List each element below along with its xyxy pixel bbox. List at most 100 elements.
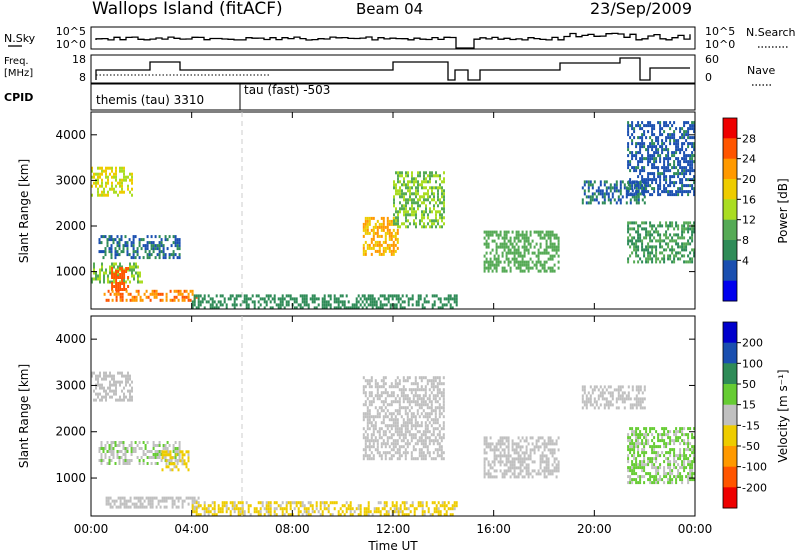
range-gate-cell <box>372 231 375 235</box>
range-gate-cell <box>635 192 638 196</box>
range-gate-cell <box>665 451 668 455</box>
range-gate-cell <box>100 459 103 462</box>
range-gate-cell <box>126 244 129 248</box>
range-gate-cell <box>368 246 371 250</box>
range-gate-cell <box>366 433 369 437</box>
range-gate-cell <box>651 463 654 467</box>
range-gate-cell <box>368 394 371 398</box>
range-gate-cell <box>424 439 427 443</box>
range-gate-cell <box>373 510 376 514</box>
range-gate-cell <box>406 439 409 443</box>
range-gate-cell <box>160 250 163 254</box>
range-gate-cell <box>117 398 119 402</box>
range-gate-cell <box>685 433 688 437</box>
range-gate-cell <box>639 481 642 485</box>
range-gate-cell <box>453 294 456 298</box>
range-gate-cell <box>543 472 546 476</box>
range-gate-cell <box>653 151 656 155</box>
range-gate-cell <box>171 468 174 472</box>
range-gate-cell <box>364 412 367 416</box>
range-gate-cell <box>647 175 650 179</box>
range-gate-cell <box>671 260 674 264</box>
range-gate-cell <box>679 127 682 131</box>
range-gate-cell <box>581 201 584 205</box>
range-gate-cell <box>505 463 508 467</box>
range-gate-cell <box>187 298 190 302</box>
range-gate-cell <box>114 462 117 465</box>
range-gate-cell <box>687 260 690 264</box>
range-gate-cell <box>671 175 674 179</box>
range-gate-cell <box>431 225 433 229</box>
range-gate-cell <box>673 457 676 461</box>
range-gate-cell <box>345 306 348 310</box>
range-gate-cell <box>617 198 620 202</box>
range-gate-cell <box>391 297 394 301</box>
range-gate-cell <box>211 306 214 310</box>
range-gate-cell <box>533 251 536 255</box>
range-gate-cell <box>115 285 118 288</box>
range-gate-cell <box>183 453 186 457</box>
range-gate-cell <box>438 424 441 428</box>
range-gate-cell <box>359 297 362 301</box>
range-gate-cell <box>627 239 630 243</box>
range-gate-cell <box>541 469 544 473</box>
range-gate-cell <box>693 472 696 476</box>
range-gate-cell <box>621 394 624 398</box>
range-gate-cell <box>427 510 430 514</box>
range-gate-cell <box>661 133 664 137</box>
range-gate-cell <box>426 436 429 440</box>
xtick-label: 12:00 <box>376 522 411 536</box>
range-gate-cell <box>427 189 429 193</box>
range-gate-cell <box>655 227 658 231</box>
range-gate-cell <box>117 276 120 279</box>
range-gate-cell <box>359 504 362 508</box>
range-gate-cell <box>442 406 445 410</box>
range-gate-cell <box>663 439 666 443</box>
range-gate-cell <box>521 460 524 464</box>
range-gate-cell <box>507 445 510 449</box>
range-gate-cell <box>384 457 387 461</box>
range-gate-cell <box>689 127 692 131</box>
range-gate-cell <box>683 175 686 179</box>
range-gate-cell <box>110 235 113 239</box>
range-gate-cell <box>689 160 692 164</box>
range-gate-cell <box>669 460 672 464</box>
power-region-5 <box>191 294 458 310</box>
range-gate-cell <box>107 502 110 506</box>
range-gate-cell <box>653 133 656 137</box>
range-gate-cell <box>430 406 433 410</box>
range-gate-cell <box>114 256 117 260</box>
freq-ytick-right-bottom: 0 <box>705 71 712 84</box>
range-gate-cell <box>595 195 598 199</box>
range-gate-cell <box>639 233 642 237</box>
range-gate-cell <box>129 499 132 503</box>
range-gate-cell <box>665 242 668 246</box>
range-gate-cell <box>593 180 596 184</box>
range-gate-cell <box>386 391 389 395</box>
range-gate-cell <box>589 397 592 401</box>
range-gate-cell <box>635 388 638 392</box>
range-gate-cell <box>124 450 127 453</box>
range-gate-cell <box>259 510 262 514</box>
range-gate-cell <box>667 442 670 446</box>
range-gate-cell <box>164 444 167 447</box>
range-gate-cell <box>669 121 672 125</box>
range-gate-cell <box>376 231 379 235</box>
range-gate-cell <box>605 180 608 184</box>
range-gate-cell <box>420 457 423 461</box>
range-gate-cell <box>384 424 387 428</box>
range-gate-cell <box>625 189 628 193</box>
range-gate-cell <box>152 241 155 245</box>
range-gate-cell <box>185 450 188 454</box>
range-gate-cell <box>435 504 438 508</box>
range-gate-cell <box>637 245 640 249</box>
range-gate-cell <box>237 513 240 517</box>
range-gate-cell <box>207 510 210 514</box>
range-gate-cell <box>400 445 403 449</box>
range-gate-cell <box>677 242 680 246</box>
range-gate-cell <box>485 445 488 449</box>
range-gate-cell <box>639 157 642 161</box>
range-gate-cell <box>649 457 652 461</box>
range-gate-cell <box>295 501 298 505</box>
